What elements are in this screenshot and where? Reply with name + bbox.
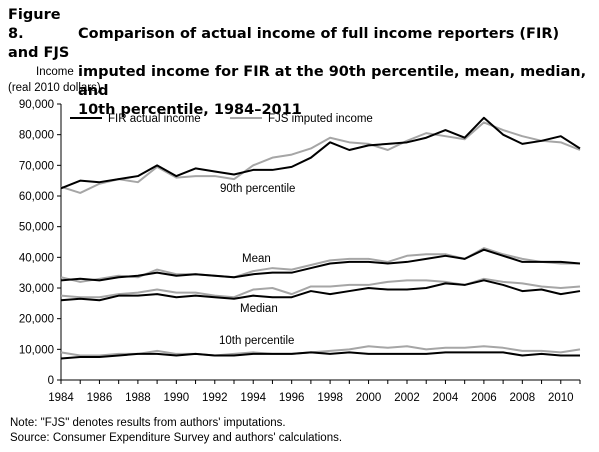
y-axis-title-line-2: (real 2010 dollars) [8,82,101,94]
x-tick-label: 1998 [317,392,343,404]
annotation-layer: 90th percentile Mean Median 10th percent… [219,183,295,347]
series-imputed-10th-percentile [60,345,581,357]
y-tick-label: 70,000 [19,160,54,172]
y-axis-title-line-1: Income [36,66,74,78]
x-tick-label: 2008 [510,392,536,404]
annotation-90th-percentile: 90th percentile [220,183,295,195]
annotation-mean: Mean [242,253,271,265]
y-tick-label: 80,000 [19,130,54,142]
x-tick-label: 1994 [240,392,266,404]
x-tick-label: 1996 [279,392,305,404]
annotation-10th-percentile: 10th percentile [219,335,294,347]
y-tick-label: 30,000 [19,283,54,295]
x-tick-label: 2010 [548,392,574,404]
x-tick-label: 1988 [125,392,151,404]
x-tick-label: 2000 [356,392,382,404]
note-block: Note: "FJS" denotes results from authors… [10,416,342,446]
figure-title-line-2: imputed income for FIR at the 90th perce… [78,64,587,99]
y-tick-label: 20,000 [19,314,54,326]
figure-note: Note: "FJS" denotes results from authors… [10,417,286,429]
x-tick-label: 1984 [48,392,74,404]
y-tick-label: 50,000 [19,222,54,234]
y-tick-label: 10,000 [19,344,54,356]
figure-number: Figure 8. [8,7,61,42]
y-axis: 0 10,000 20,000 30,000 40,000 50,000 60,000 70,… [19,99,62,387]
annotation-median: Median [240,303,278,315]
x-tick-label: 1990 [164,392,190,404]
series-actual-90th-percentile [60,116,581,190]
series-imputed-median [60,277,581,299]
x-tick-label: 2004 [433,392,459,404]
series-actual-mean [60,248,581,282]
y-tick-label: 90,000 [19,99,54,111]
y-tick-label: 0 [48,375,54,387]
legend: FIR actual income FJS imputed income [70,113,373,125]
x-tick-label: 2006 [471,392,497,404]
figure-source: Source: Consumer Expenditure Survey and … [10,432,343,444]
legend-label-imputed: FJS imputed income [268,113,373,125]
series-actual-median [60,279,581,302]
series-actual-10th-percentile [60,351,580,360]
y-tick-label: 40,000 [19,252,54,264]
figure-title: Figure 8. Comparison of actual income of … [8,6,593,120]
series-layer [60,116,581,360]
x-tick-label: 2002 [394,392,420,404]
x-axis: 1984 1986 1988 1990 1992 1994 1996 1998 2000 2002… [48,379,581,404]
x-tick-label: 1986 [87,392,113,404]
figure-title-line-1: Comparison of actual income of full inco… [8,26,560,61]
y-tick-label: 60,000 [19,191,54,203]
legend-label-actual: FIR actual income [108,113,201,125]
figure-title-line-3: 10th percentile, 1984–2011 [78,102,302,118]
x-tick-label: 1992 [202,392,228,404]
line-chart: Income (real 2010 dollars) 0 10,000 20,000… [8,66,581,404]
